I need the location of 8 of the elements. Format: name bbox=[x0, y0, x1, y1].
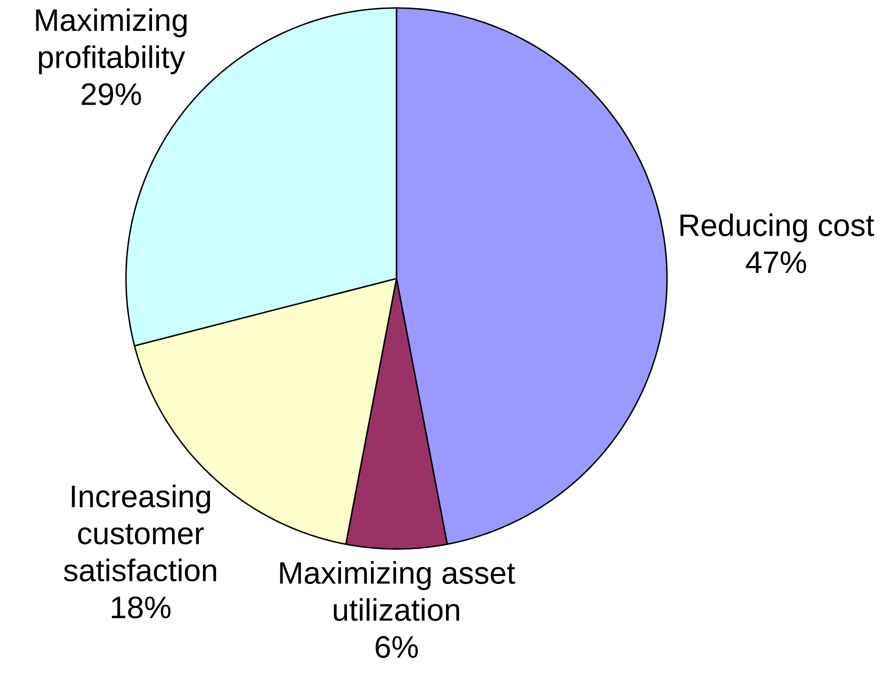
data-label: 29% bbox=[82, 83, 142, 106]
data-label: 6% bbox=[376, 636, 418, 658]
slice-label: Maximizing asset utilization bbox=[280, 561, 516, 621]
slice-label: Reducing cost bbox=[680, 213, 874, 242]
slice-label: Increasing customer satisfaction bbox=[64, 484, 216, 582]
slice-label: Maximizing profitability bbox=[36, 8, 187, 74]
data-label: 47% bbox=[746, 251, 806, 274]
data-label: 18% bbox=[112, 596, 170, 618]
